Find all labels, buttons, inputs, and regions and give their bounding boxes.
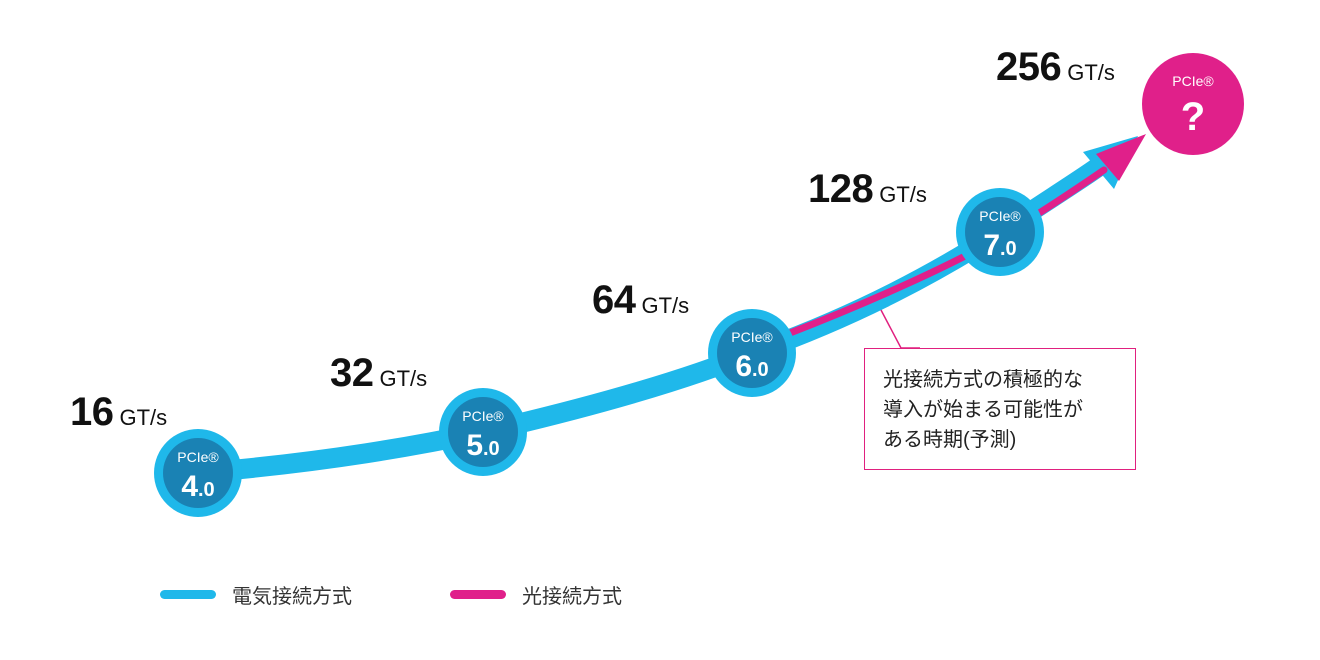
pcie-5-badge-disc: [448, 397, 518, 467]
pcie-future-version: ?: [1181, 95, 1205, 139]
speed-label-32: 32 GT/s: [330, 351, 427, 396]
speed-value: 64: [592, 278, 636, 322]
pcie-4-version: 4.0: [181, 470, 214, 503]
pcie-6-version-major: 6: [735, 350, 752, 383]
pcie-4-version-minor: .0: [198, 479, 215, 501]
pcie-7-version-major: 7: [983, 229, 1000, 262]
callout-line: 光接続方式の積極的な: [883, 369, 1083, 391]
optical-arrowhead: [1096, 134, 1146, 181]
legend-optical-label: 光接続方式: [522, 586, 622, 608]
pcie-4-badge-label: PCIe®: [177, 449, 219, 465]
legend-electrical-label: 電気接続方式: [232, 586, 352, 608]
pcie-4-badge: PCIe® 4.0: [154, 429, 242, 517]
legend-optical: 光接続方式: [450, 580, 622, 609]
speed-unit: GT/s: [641, 293, 690, 318]
pcie-7-badge-label: PCIe®: [979, 208, 1021, 224]
pcie-future-version-major: ?: [1181, 95, 1205, 139]
callout-leader-line: [880, 309, 920, 349]
pcie-5-badge: PCIe® 5.0: [439, 388, 527, 476]
speed-unit: GT/s: [879, 182, 927, 207]
pcie-5-version-minor: .0: [483, 438, 500, 460]
speed-value: 256: [996, 45, 1062, 89]
pcie-6-badge: PCIe® 6.0: [708, 309, 796, 397]
pcie-5-badge-label: PCIe®: [462, 408, 504, 424]
pcie-5-version-major: 5: [466, 429, 483, 462]
pcie-7-version-minor: .0: [1000, 238, 1017, 260]
pcie-6-badge-label: PCIe®: [731, 329, 773, 345]
speed-unit: GT/s: [379, 366, 428, 391]
pcie-4-version-major: 4: [181, 470, 198, 503]
legend-electrical: 電気接続方式: [160, 580, 352, 609]
callout-line: ある時期(予測): [883, 429, 1017, 451]
speed-value: 16: [70, 390, 114, 434]
pcie-4-badge-disc: [163, 438, 233, 508]
speed-value: 128: [808, 167, 874, 211]
pcie-future-badge-disc: [1142, 53, 1244, 155]
pcie-7-version: 7.0: [983, 229, 1016, 262]
callout-line: 導入が始まる可能性が: [883, 399, 1083, 421]
speed-label-64: 64 GT/s: [592, 278, 689, 323]
pcie-6-version: 6.0: [735, 350, 768, 383]
electrical-swatch: [160, 590, 216, 599]
pcie-7-badge: PCIe® 7.0: [956, 188, 1044, 276]
pcie-future-badge-label: PCIe®: [1172, 73, 1214, 89]
pcie-7-badge-disc: [965, 197, 1035, 267]
pcie-5-version: 5.0: [466, 429, 499, 462]
pcie-6-version-minor: .0: [752, 359, 769, 381]
speed-label-128: 128 GT/s: [808, 167, 927, 212]
pcie-6-badge-disc: [717, 318, 787, 388]
speed-unit: GT/s: [119, 405, 168, 430]
speed-value: 32: [330, 351, 374, 395]
optical-adoption-callout: 光接続方式の積極的な 導入が始まる可能性が ある時期(予測): [864, 348, 1136, 470]
pcie-future-badge: PCIe® ?: [1142, 53, 1244, 155]
speed-label-256: 256 GT/s: [996, 45, 1115, 90]
speed-unit: GT/s: [1067, 60, 1115, 85]
speed-label-16: 16 GT/s: [70, 390, 167, 435]
optical-swatch: [450, 590, 506, 599]
